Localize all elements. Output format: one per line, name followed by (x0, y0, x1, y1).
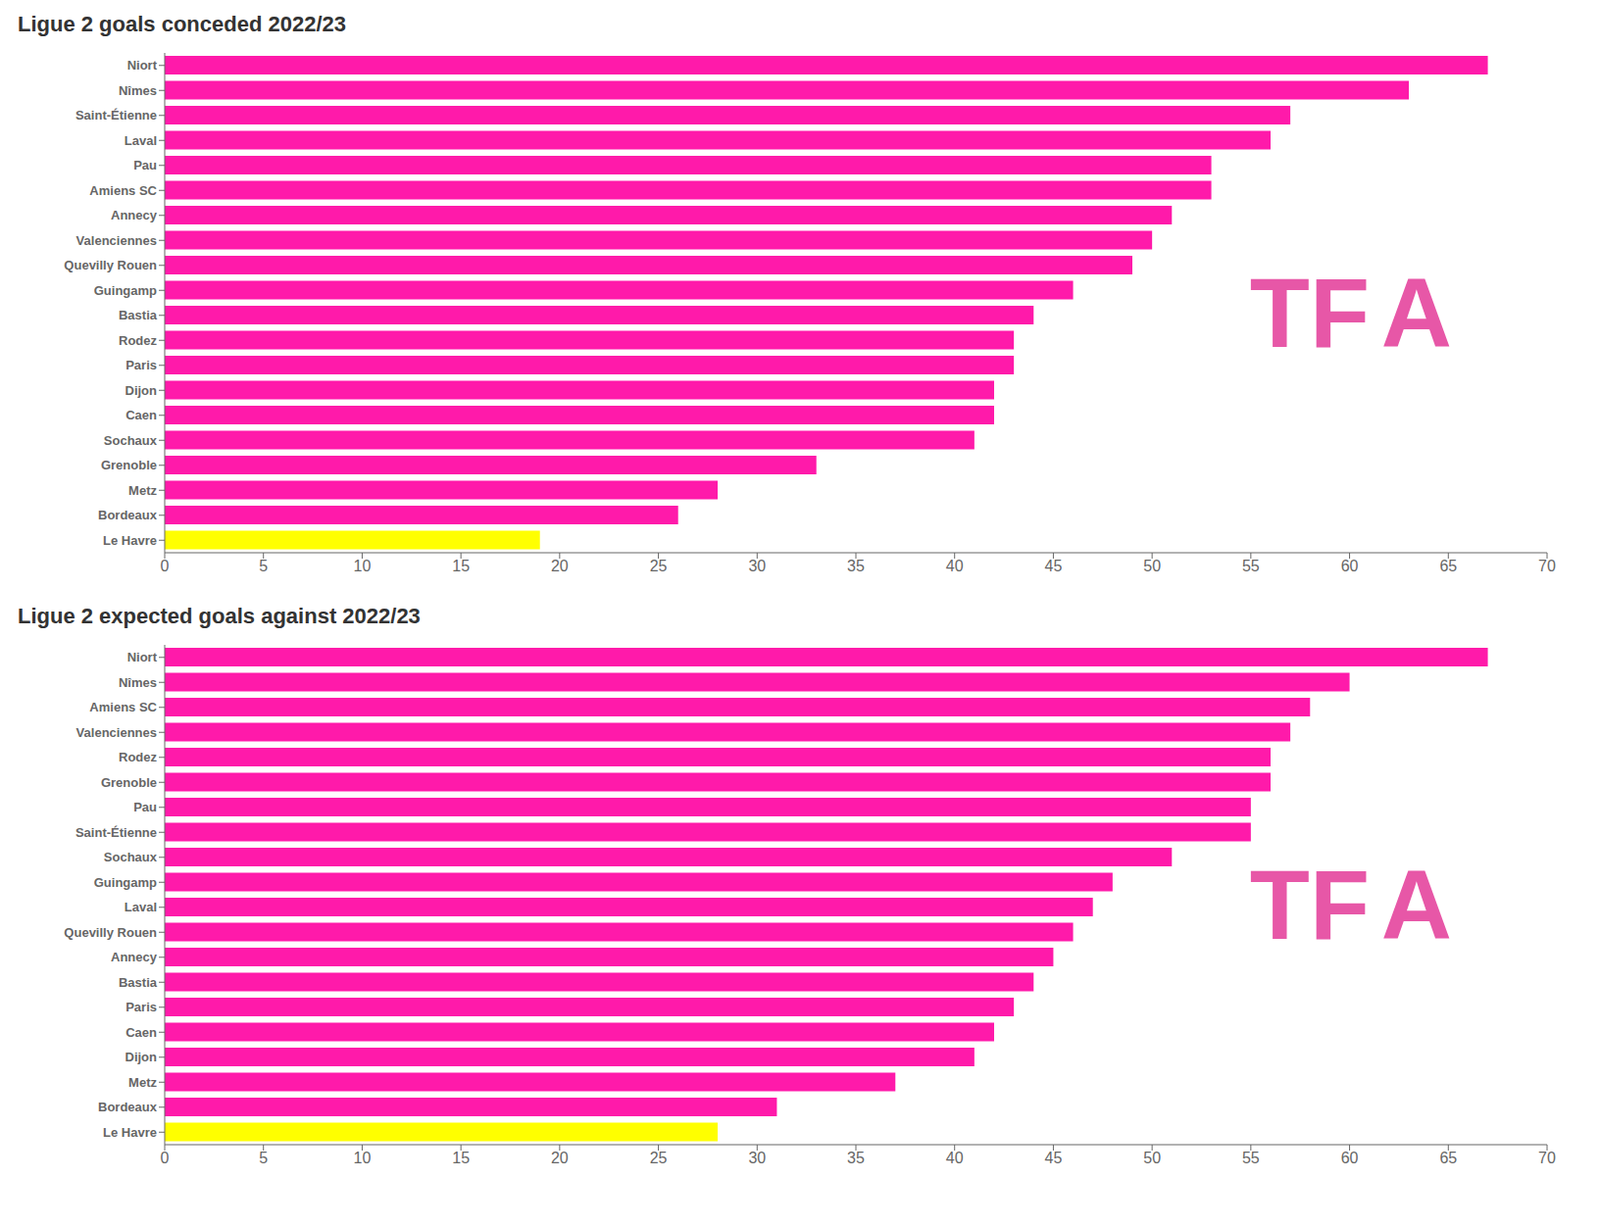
svg-text:70: 70 (1538, 1150, 1556, 1167)
html-text:Ligue 2 goals conceded 2022/23: Ligue 2 goals conceded 2022/23 (17, 11, 347, 37)
svg-text:5: 5 (258, 557, 268, 575)
svg-text:Saint-Étienne: Saint-Étienne (75, 825, 157, 841)
html-text:TF A: TF A (1249, 258, 1452, 368)
svg-text:Annecy: Annecy (110, 207, 158, 223)
svg-text:Valenciennes: Valenciennes (76, 233, 157, 249)
svg-text:Guingamp: Guingamp (94, 875, 157, 891)
svg-text:Caen: Caen (125, 407, 157, 423)
svg-text:Paris: Paris (125, 357, 157, 373)
svg-text:Metz: Metz (128, 1075, 157, 1091)
svg-text:55: 55 (1242, 1150, 1260, 1167)
svg-text:Grenoble: Grenoble (100, 457, 157, 473)
svg-text:10: 10 (353, 557, 372, 575)
svg-text:Dijon: Dijon (125, 383, 158, 399)
svg-text:Caen: Caen (125, 1025, 157, 1041)
svg-text:Rodez: Rodez (118, 750, 158, 765)
svg-text:65: 65 (1439, 557, 1457, 575)
svg-text:Nîmes: Nîmes (118, 83, 157, 99)
svg-text:Le Havre: Le Havre (102, 533, 157, 549)
svg-text:Dijon: Dijon (125, 1050, 158, 1065)
svg-text:30: 30 (748, 557, 766, 575)
svg-text:0: 0 (160, 557, 170, 575)
svg-text:Le Havre: Le Havre (102, 1125, 157, 1141)
svg-text:60: 60 (1341, 557, 1359, 575)
html-text:TF A: TF A (1249, 850, 1452, 960)
svg-text:10: 10 (353, 1150, 372, 1167)
svg-text:Bordeaux: Bordeaux (98, 1100, 158, 1115)
svg-text:Amiens SC: Amiens SC (89, 700, 157, 715)
svg-text:55: 55 (1242, 557, 1260, 575)
svg-text:50: 50 (1143, 557, 1161, 575)
svg-text:Niort: Niort (127, 57, 158, 73)
svg-text:35: 35 (847, 557, 865, 575)
svg-text:Niort: Niort (127, 650, 158, 665)
svg-text:Quevilly Rouen: Quevilly Rouen (63, 925, 157, 941)
svg-text:Sochaux: Sochaux (103, 433, 158, 449)
svg-text:Sochaux: Sochaux (103, 850, 158, 865)
svg-text:Pau: Pau (133, 800, 157, 815)
svg-text:Amiens SC: Amiens SC (89, 183, 157, 199)
svg-text:Saint-Étienne: Saint-Étienne (75, 107, 157, 123)
svg-text:Metz: Metz (128, 483, 157, 499)
svg-text:Bordeaux: Bordeaux (98, 507, 158, 523)
svg-text:Rodez: Rodez (118, 333, 158, 349)
svg-text:5: 5 (258, 1150, 268, 1167)
svg-text:65: 65 (1439, 1150, 1457, 1167)
svg-text:Grenoble: Grenoble (100, 775, 157, 791)
svg-text:Quevilly Rouen: Quevilly Rouen (63, 257, 157, 273)
svg-text:50: 50 (1143, 1150, 1161, 1167)
svg-text:60: 60 (1341, 1150, 1359, 1167)
svg-text:45: 45 (1045, 1150, 1063, 1167)
svg-text:15: 15 (451, 557, 470, 575)
svg-text:25: 25 (650, 1150, 668, 1167)
html-text:Ligue 2 expected goals against: Ligue 2 expected goals against 2022/23 (17, 603, 421, 629)
svg-text:Paris: Paris (125, 1000, 157, 1015)
svg-text:20: 20 (550, 1150, 569, 1167)
svg-text:Laval: Laval (124, 133, 157, 149)
svg-text:0: 0 (160, 1150, 170, 1167)
svg-text:Pau: Pau (133, 157, 157, 173)
svg-text:Valenciennes: Valenciennes (76, 725, 157, 741)
svg-text:35: 35 (847, 1150, 865, 1167)
svg-text:Annecy: Annecy (110, 950, 158, 965)
svg-text:Nîmes: Nîmes (118, 675, 157, 691)
svg-text:40: 40 (946, 1150, 964, 1167)
svg-text:20: 20 (550, 557, 569, 575)
svg-text:30: 30 (748, 1150, 766, 1167)
svg-text:Guingamp: Guingamp (94, 283, 157, 299)
svg-text:Laval: Laval (124, 900, 157, 915)
svg-text:15: 15 (451, 1150, 470, 1167)
svg-text:45: 45 (1045, 557, 1063, 575)
svg-text:Bastia: Bastia (118, 307, 158, 323)
svg-text:40: 40 (946, 557, 964, 575)
svg-text:70: 70 (1538, 557, 1556, 575)
svg-text:Bastia: Bastia (118, 975, 158, 991)
svg-text:25: 25 (650, 557, 668, 575)
